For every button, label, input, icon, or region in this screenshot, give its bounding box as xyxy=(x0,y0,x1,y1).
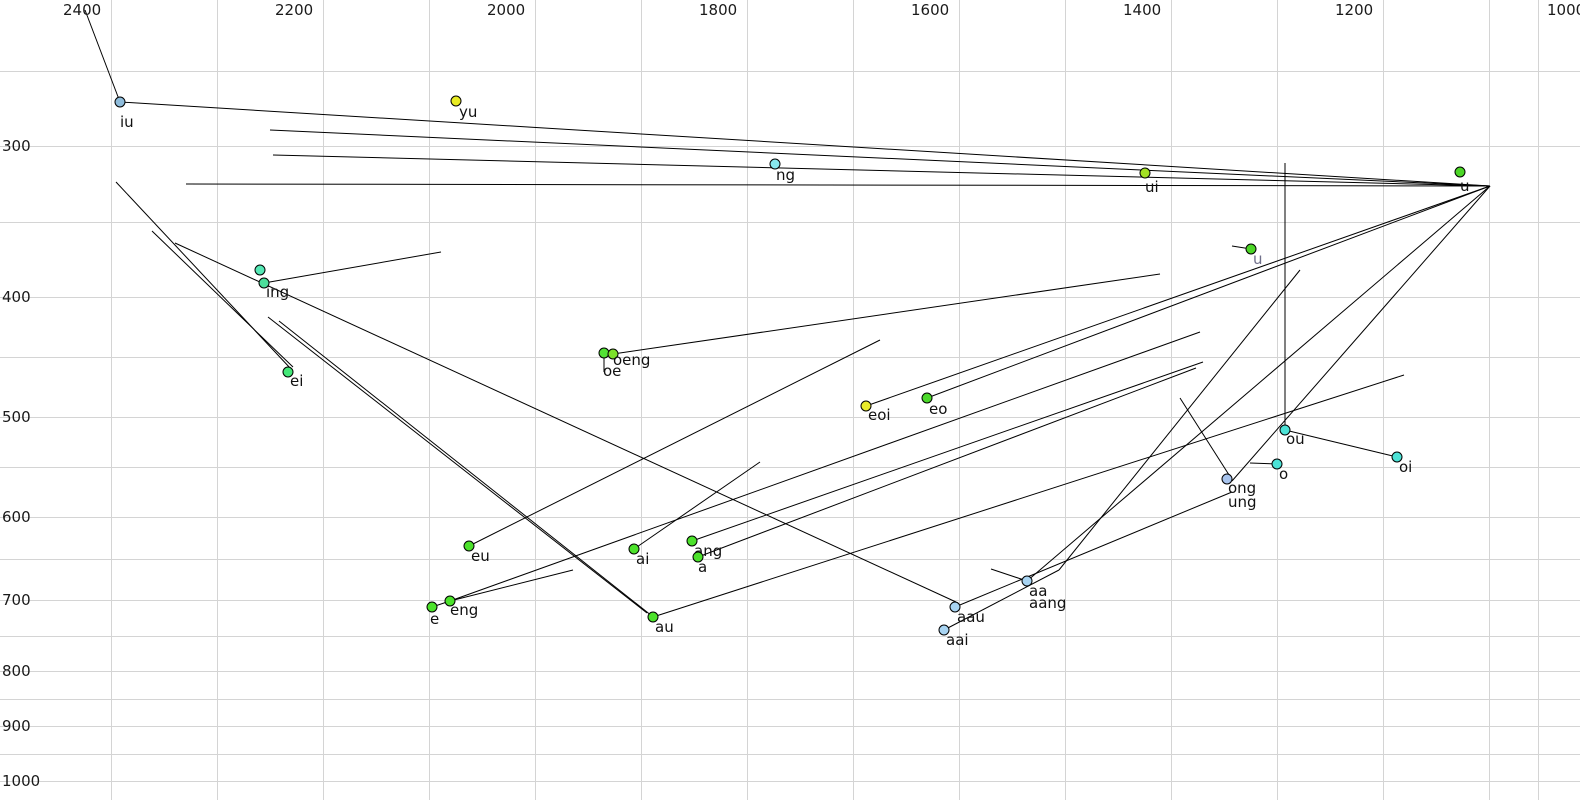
trajectory-line xyxy=(119,101,1491,187)
trajectory-line xyxy=(267,316,648,614)
trajectory-line xyxy=(652,374,1405,618)
trajectory-line xyxy=(1284,429,1398,458)
trajectory-line xyxy=(633,461,761,550)
y-axis-tick-600: 600 xyxy=(2,508,31,526)
trajectory-line xyxy=(185,183,1491,187)
trajectory-line xyxy=(269,129,1491,187)
trajectory-line xyxy=(151,230,294,368)
trajectory-line xyxy=(263,251,442,284)
trajectory-line xyxy=(115,181,292,370)
y-axis-tick-300: 300 xyxy=(2,137,31,155)
x-axis-tick-1400: 1400 xyxy=(1123,1,1162,19)
x-axis-tick-1200: 1200 xyxy=(1335,1,1374,19)
x-axis-tick-2400: 2400 xyxy=(63,1,102,19)
trajectory-line xyxy=(1179,397,1232,479)
x-axis-tick-1800: 1800 xyxy=(699,1,738,19)
y-axis-tick-900: 900 xyxy=(2,717,31,735)
trajectory-line xyxy=(697,367,1197,558)
trajectory-line xyxy=(468,339,881,547)
x-axis-tick-2200: 2200 xyxy=(275,1,314,19)
trajectory-line xyxy=(1249,462,1278,465)
y-axis-tick-700: 700 xyxy=(2,591,31,609)
x-axis-tick-1000: 1000 xyxy=(1547,1,1580,19)
trajectory-line xyxy=(1058,269,1301,571)
trajectory-line xyxy=(1231,245,1252,250)
y-axis-tick-500: 500 xyxy=(2,408,31,426)
trajectory-line xyxy=(954,491,1233,608)
trajectory-line xyxy=(612,273,1161,355)
trajectory-line xyxy=(1026,185,1491,582)
y-axis-tick-1000: 1000 xyxy=(2,772,41,790)
trajectory-line xyxy=(926,185,1491,399)
trajectory-line xyxy=(691,361,1204,542)
trajectory-line xyxy=(943,569,1060,631)
trajectory-line xyxy=(278,320,653,617)
y-axis-tick-400: 400 xyxy=(2,288,31,306)
trajectory-line xyxy=(990,568,1028,582)
x-axis-tick-1600: 1600 xyxy=(911,1,950,19)
trajectory-line xyxy=(84,9,121,103)
y-axis-tick-800: 800 xyxy=(2,662,31,680)
trajectory-line xyxy=(449,569,574,602)
trajectory-line xyxy=(174,242,957,603)
trajectory-line xyxy=(431,600,451,608)
trajectory-line xyxy=(449,331,1201,602)
trajectory-line xyxy=(272,154,1491,187)
trajectory-line xyxy=(865,185,1491,407)
trajectory-line xyxy=(1231,185,1491,482)
x-axis-tick-2000: 2000 xyxy=(487,1,526,19)
